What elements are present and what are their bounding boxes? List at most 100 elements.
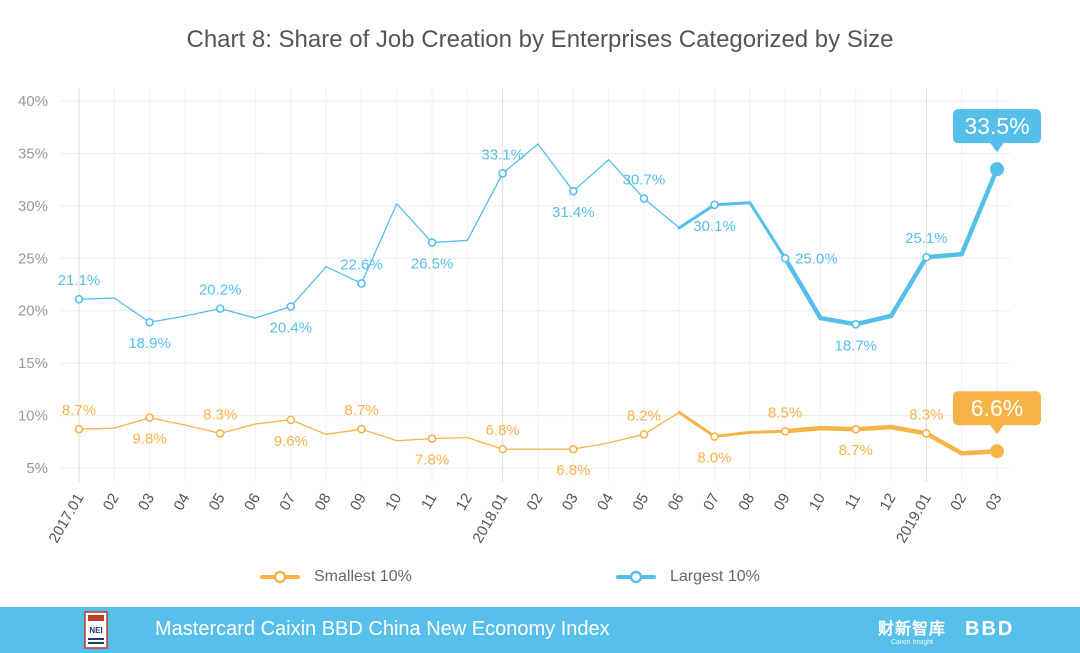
- y-tick-label: 20%: [18, 303, 48, 320]
- largest-10--segment: [643, 197, 680, 229]
- largest-10--point: [357, 279, 366, 288]
- smallest-10--segment: [360, 428, 398, 442]
- smallest-10--point: [922, 429, 931, 438]
- smallest-10--segment: [888, 424, 929, 436]
- nei-logo-text: NEI: [89, 626, 102, 635]
- smallest-10--segment: [78, 427, 115, 430]
- largest-10--segment: [360, 203, 398, 285]
- nei-logo-icon: NEI: [84, 611, 108, 649]
- smallest-10--data-label: 6.8%: [486, 422, 520, 439]
- x-tick-label: 11: [842, 491, 865, 513]
- largest-10--segment: [607, 159, 645, 200]
- chart-title: Chart 8: Share of Job Creation by Enterp…: [186, 26, 894, 53]
- smallest-10--point: [74, 424, 84, 434]
- legend-label-smallest: Smallest 10%: [314, 568, 412, 585]
- smallest-10--segment: [853, 424, 894, 432]
- largest-10--data-label: 21.1%: [58, 272, 101, 289]
- x-tick-label: 03: [135, 491, 158, 514]
- largest-10--point: [427, 238, 437, 247]
- y-tick-label: 15%: [18, 355, 48, 372]
- x-tick-label: 08: [312, 491, 335, 514]
- largest-10--point: [780, 253, 790, 263]
- largest-10--point: [922, 252, 931, 262]
- series-layer: [74, 143, 1004, 459]
- smallest-10--callout-pointer: [990, 424, 1004, 435]
- x-tick-label: 09: [771, 491, 794, 514]
- smallest-10--point: [498, 444, 507, 454]
- smallest-10--segment: [113, 417, 151, 429]
- largest-10--point: [145, 317, 154, 327]
- largest-10--callout-pointer: [990, 142, 1004, 153]
- smallest-10--data-label: 9.8%: [133, 431, 167, 448]
- legend-item-largest: Largest 10%: [616, 566, 760, 588]
- x-tick-label: 02: [523, 491, 546, 514]
- largest-10--segment: [502, 143, 539, 175]
- largest-10--segment: [537, 143, 574, 192]
- smallest-10--callout: 6.6%: [953, 391, 1041, 435]
- x-tick-label: 08: [735, 491, 758, 514]
- caixin-insight-logo: 财新智库 Caixin Insight: [878, 615, 946, 646]
- largest-10--point: [215, 304, 225, 313]
- largest-legend-marker: [616, 570, 656, 584]
- smallest-10--data-label: 8.7%: [62, 402, 96, 419]
- smallest-10--segment: [290, 419, 327, 436]
- x-tick-label: 02: [100, 491, 123, 514]
- smallest-10--data-label: 8.3%: [909, 406, 943, 423]
- largest-10--data-label: 25.0%: [795, 250, 838, 267]
- caixin-logo-text: 财新智库: [878, 621, 947, 638]
- smallest-10--segment: [431, 436, 469, 440]
- legend-label-largest: Largest 10%: [670, 568, 760, 585]
- smallest-10--segment: [466, 436, 504, 450]
- largest-10--segment: [113, 297, 151, 323]
- smallest-10--segment: [782, 425, 823, 434]
- x-tick-label: 09: [347, 491, 370, 514]
- largest-10--segment: [924, 251, 964, 260]
- smallest-10--point: [145, 413, 154, 422]
- line-chart: 5% 10% 15% 20% 25% 30% 35% 40% 2017.01 02 03 04 05 06…: [18, 88, 1041, 546]
- x-tick-label: 03: [982, 491, 1005, 514]
- smallest-10--point: [215, 429, 225, 438]
- smallest-10--callout-box: [953, 391, 1041, 426]
- largest-10--data-label: 30.7%: [623, 172, 666, 189]
- largest-10--segment: [677, 203, 717, 230]
- smallest-10--segment: [325, 428, 363, 436]
- smallest-10--segment: [818, 425, 859, 432]
- smallest-10--point: [286, 415, 296, 425]
- x-tick-label: 07: [700, 491, 723, 514]
- largest-10--data-label: 30.1%: [693, 218, 736, 235]
- largest-10--segment: [888, 254, 929, 319]
- largest-10--data-label: 20.2%: [199, 282, 242, 299]
- largest-10--point: [569, 186, 578, 196]
- largest-10--segment: [396, 203, 433, 244]
- smallest-10--segment: [184, 424, 221, 435]
- largest-10--data-label: 18.9%: [128, 335, 171, 352]
- y-tick-label: 10%: [18, 408, 48, 425]
- smallest-10--point: [427, 434, 437, 443]
- largest-10--segment: [431, 239, 469, 244]
- smallest-10--data-label: 8.7%: [344, 402, 378, 419]
- largest-10--segment: [818, 315, 859, 327]
- smallest-10--data-label: 7.8%: [415, 452, 449, 469]
- x-tick-label: 12: [453, 491, 476, 514]
- largest-10--segment: [466, 172, 504, 242]
- x-tick-label: 02: [947, 491, 970, 514]
- x-tick-label: 05: [629, 491, 652, 514]
- largest-10--data-label: 31.4%: [552, 204, 595, 221]
- caixin-logo-subtext: Caixin Insight: [890, 639, 934, 646]
- x-tick-label: 04: [170, 491, 193, 514]
- largest-10--point: [498, 169, 507, 178]
- largest-10--segment: [853, 313, 894, 327]
- smallest-10--segment: [396, 437, 433, 442]
- largest-10--data-label: 25.1%: [905, 230, 948, 247]
- y-tick-label: 5%: [26, 460, 48, 477]
- legend-item-smallest: Smallest 10%: [260, 566, 412, 588]
- smallest-10--segment: [219, 423, 257, 435]
- x-tick-label: 06: [241, 491, 264, 514]
- largest-10--point: [639, 194, 649, 203]
- largest-10--segment: [959, 166, 1000, 257]
- x-tick-label: 03: [559, 491, 582, 514]
- smallest-10--data-label: 8.0%: [697, 450, 731, 467]
- largest-10--segment: [748, 201, 787, 260]
- largest-10--segment: [782, 256, 823, 321]
- footer-tagline: Mastercard Caixin BBD China New Economy …: [155, 618, 610, 640]
